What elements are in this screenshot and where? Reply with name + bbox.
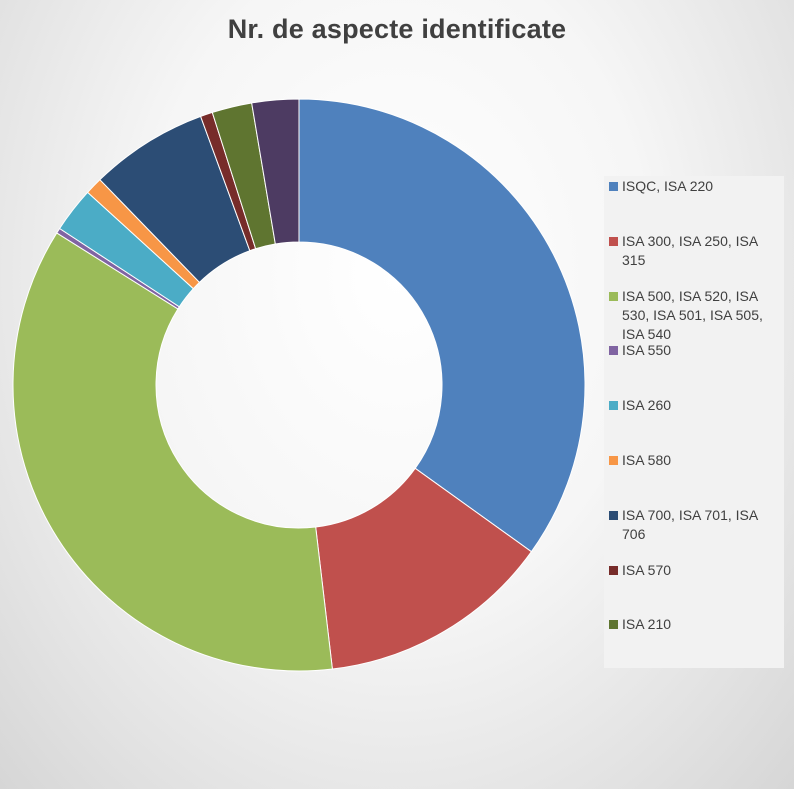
donut-slice-3 [12, 232, 333, 672]
legend-swatch [609, 456, 618, 465]
legend-swatch [609, 236, 618, 246]
legend-swatch [609, 346, 618, 356]
legend-swatch [609, 401, 618, 411]
legend-swatch [609, 291, 618, 301]
legend-label: ISA 580 [622, 452, 672, 468]
legend-swatch [609, 620, 618, 630]
legend-label: ISA 700, ISA 701, ISA 706 [622, 506, 758, 542]
legend-label: ISA 300, ISA 250, ISA 315 [622, 232, 758, 268]
legend-label: ISA 260 [622, 397, 672, 414]
legend-item: ISA 500, ISA 520, ISA 530, ISA 501, ISA … [609, 287, 781, 344]
legend-item: ISQC, ISA 220 [609, 177, 781, 196]
donut-slice-10 [251, 98, 300, 245]
legend-swatch [609, 510, 618, 520]
legend-item: ISA 700, ISA 701, ISA 706 [609, 506, 781, 544]
legend-label: ISA 210 [622, 616, 672, 633]
chart-legend: ISQC, ISA 220 ISA 300, ISA 250, ISA 315 IS… [604, 176, 784, 668]
donut-slice-2 [315, 467, 533, 670]
donut-slice-1 [298, 98, 586, 553]
legend-swatch [609, 565, 618, 575]
legend-item: ISA 550 [609, 341, 781, 360]
legend-item: ISA 260 [609, 396, 781, 415]
legend-label: ISQC, ISA 220 [622, 178, 714, 194]
legend-item: ISA 300, ISA 250, ISA 315 [609, 232, 781, 270]
legend-label: ISA 500, ISA 520, ISA 530, ISA 501, ISA … [622, 287, 763, 342]
legend-swatch [609, 182, 618, 191]
legend-item: ISA 580 [609, 451, 781, 470]
legend-label: ISA 550 [622, 342, 672, 359]
chart-title: Nr. de aspecte identificate [227, 14, 567, 44]
legend-label: ISA 570 [622, 561, 672, 578]
legend-item: ISA 570 [609, 561, 781, 580]
legend-item: ISA 210 [609, 615, 781, 634]
